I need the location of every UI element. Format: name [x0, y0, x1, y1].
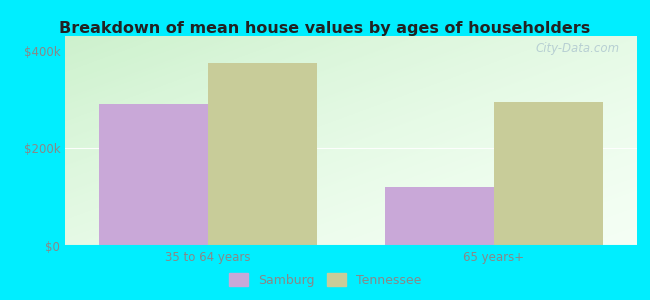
Bar — [208, 63, 317, 246]
Bar — [494, 102, 603, 246]
Text: City-Data.com: City-Data.com — [536, 42, 620, 55]
Text: Breakdown of mean house values by ages of householders: Breakdown of mean house values by ages o… — [59, 21, 591, 36]
Bar — [385, 188, 494, 246]
Bar — [99, 104, 208, 246]
Legend: Samburg, Tennessee: Samburg, Tennessee — [226, 270, 424, 291]
